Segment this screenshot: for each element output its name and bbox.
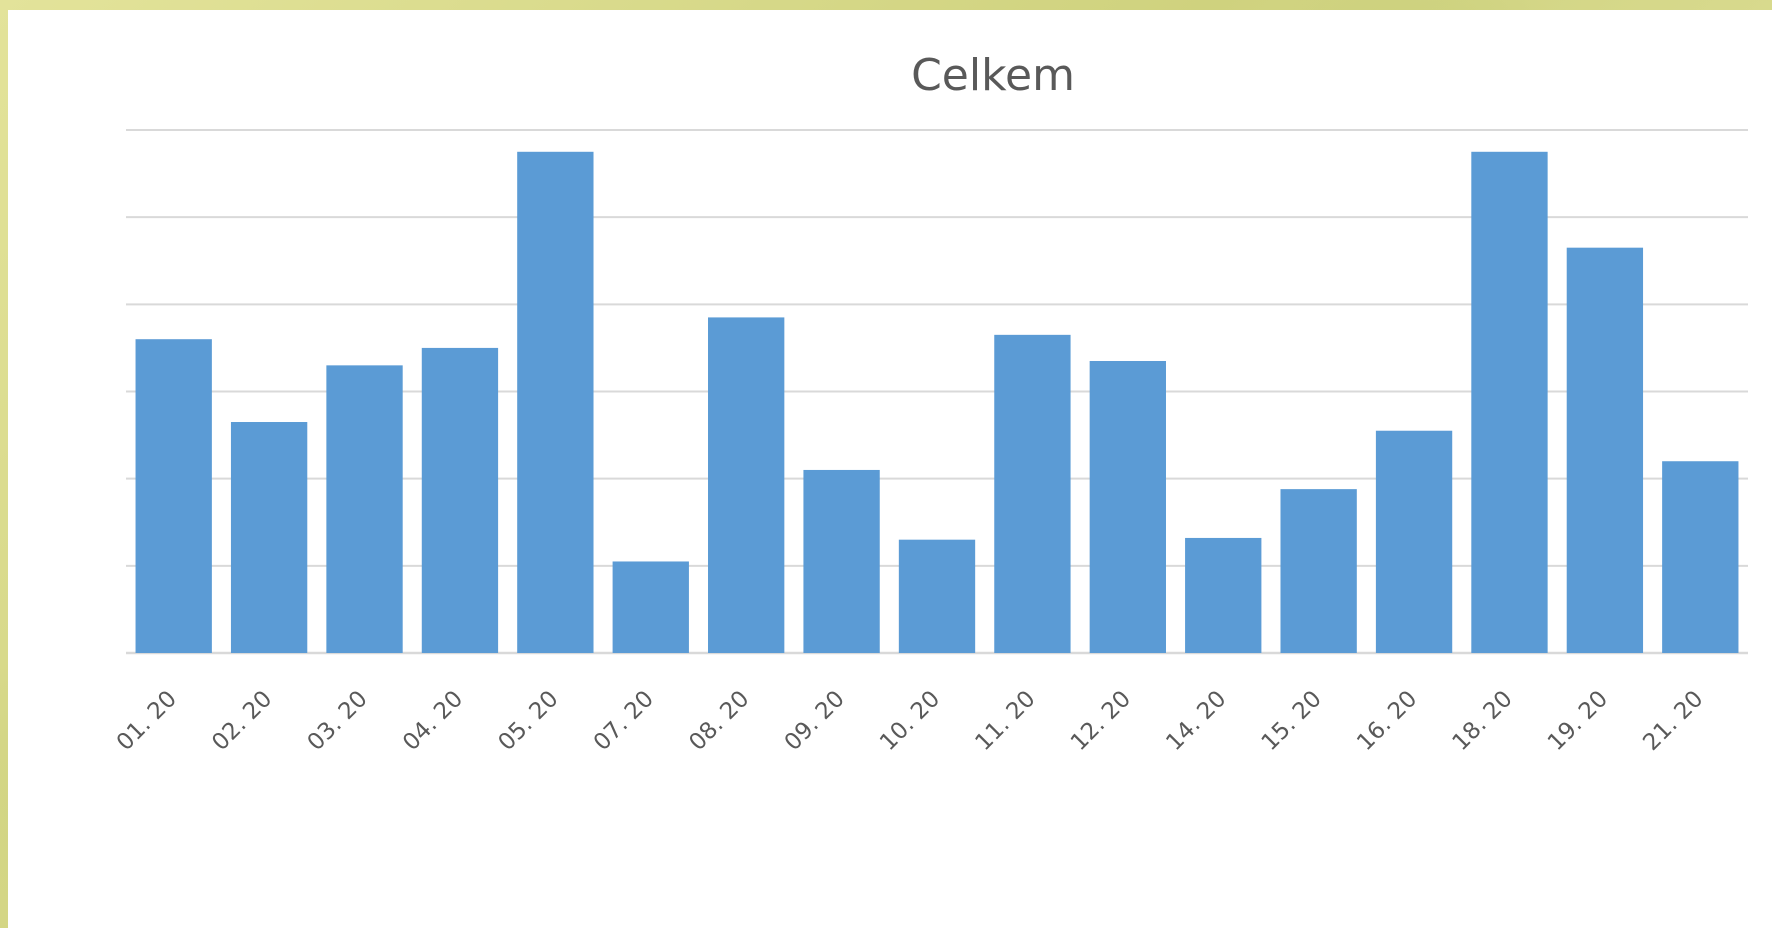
bar-4	[421, 347, 499, 653]
bar-1	[135, 339, 212, 653]
x-tick-label: 16. 20	[1352, 686, 1422, 756]
chart-card: Celkem 01. 20 02. 20 03. 20 04. 20 05. 20 07.…	[8, 10, 1772, 928]
x-tick-label: 10. 20	[875, 686, 945, 756]
bar-9	[898, 539, 976, 653]
bar-2	[230, 422, 308, 653]
bar-15	[1471, 151, 1548, 653]
x-tick-label: 02. 20	[207, 686, 277, 756]
bar-11	[1089, 360, 1166, 653]
bar-3	[326, 365, 403, 653]
bar-13	[1280, 489, 1357, 653]
bar-10	[994, 334, 1071, 653]
x-tick-label: 15. 20	[1257, 686, 1327, 756]
x-tick-label: 11. 20	[971, 686, 1041, 756]
bar-16	[1566, 247, 1644, 654]
x-tick-label: 01. 20	[112, 686, 182, 756]
bar-8	[803, 469, 880, 653]
x-tick-label: 04. 20	[398, 686, 468, 756]
bar-14	[1375, 430, 1453, 653]
bar-17	[1662, 461, 1739, 653]
x-tick-label: 21. 20	[1638, 686, 1708, 756]
x-tick-label: 09. 20	[780, 686, 850, 756]
x-tick-label: 05. 20	[493, 686, 563, 756]
x-tick-label: 18. 20	[1448, 686, 1518, 756]
x-tick-label: 03. 20	[303, 686, 373, 756]
bars	[135, 151, 1739, 654]
x-axis-tick-labels: 01. 20 02. 20 03. 20 04. 20 05. 20 07. 20 08. …	[112, 686, 1709, 756]
bar-6	[612, 561, 689, 653]
x-tick-label: 08. 20	[684, 686, 754, 756]
chart-title: Celkem	[911, 50, 1075, 101]
bar-chart: Celkem 01. 20 02. 20 03. 20 04. 20 05. 20 07.…	[112, 50, 1748, 756]
bar-7	[708, 317, 785, 653]
x-tick-label: 19. 20	[1543, 686, 1613, 756]
bar-5	[517, 151, 594, 653]
x-tick-label: 07. 20	[589, 686, 659, 756]
x-tick-label: 12. 20	[1066, 686, 1136, 756]
x-tick-label: 14. 20	[1161, 686, 1231, 756]
bar-12	[1185, 537, 1262, 653]
